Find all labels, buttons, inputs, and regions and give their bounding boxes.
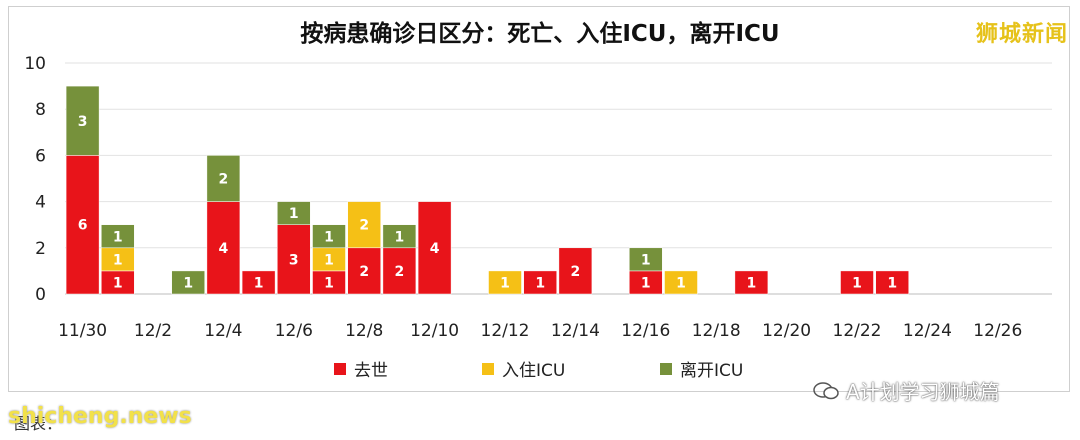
chart-title: 按病患确诊日区分：死亡、入住ICU，离开ICU [300, 21, 780, 47]
data-label: 1 [113, 229, 123, 245]
data-label: 1 [113, 275, 123, 291]
bar-segment [206, 155, 241, 202]
data-label: 1 [324, 229, 334, 245]
y-tick-label: 6 [35, 146, 46, 166]
legend-label-death: 去世 [354, 361, 388, 381]
wechat-icon [813, 381, 839, 399]
data-label: 1 [852, 275, 862, 291]
data-label: 1 [641, 252, 651, 268]
bar-segment [840, 270, 874, 295]
bar-segment [347, 201, 381, 249]
watermark-text: shicheng.news [8, 404, 192, 429]
data-label: 1 [641, 275, 651, 291]
data-label: 2 [359, 218, 369, 234]
x-tick-label: 12/6 [275, 321, 313, 341]
brand-logo-text: 狮城新闻 [975, 22, 1068, 47]
data-label: 2 [359, 264, 369, 280]
bar-segment [65, 85, 100, 156]
data-label: 4 [219, 241, 229, 257]
legend-item-death: 去世 [334, 356, 388, 381]
data-label: 1 [324, 275, 334, 291]
bar-segment [734, 270, 769, 295]
data-label: 4 [430, 241, 440, 257]
bar-segment [558, 247, 593, 295]
x-tick-label: 12/2 [134, 321, 172, 341]
x-tick-label: 11/30 [58, 321, 107, 341]
y-tick-label: 2 [35, 239, 46, 259]
data-label: 2 [219, 172, 229, 188]
x-tick-label: 12/20 [762, 321, 811, 341]
x-tick-label: 12/24 [903, 321, 952, 341]
legend-label-icu-in: 入住ICU [502, 361, 566, 381]
x-tick-label: 12/16 [621, 321, 670, 341]
wechat-account-label: A计划学习狮城篇 [812, 376, 1000, 405]
bar-segment [101, 224, 135, 249]
data-label: 1 [113, 252, 123, 268]
data-label: 1 [676, 275, 686, 291]
x-tick-label: 12/8 [345, 321, 383, 341]
legend-swatch-icu-in [482, 362, 494, 375]
data-label: 2 [395, 264, 405, 280]
chart-frame [8, 6, 1070, 392]
source-caption: 图表： [14, 414, 63, 433]
legend-item-icu-out: 离开ICU [660, 356, 743, 381]
bar-segment [488, 270, 522, 295]
x-tick-label: 12/26 [973, 321, 1022, 341]
bar-segment [241, 270, 276, 295]
data-label: 1 [747, 275, 757, 291]
chart-legend: 去世 入住ICU 离开ICU [0, 356, 1080, 381]
bar-segment [417, 201, 452, 295]
y-tick-label: 8 [35, 100, 46, 120]
data-label: 1 [500, 275, 510, 291]
data-label: 1 [254, 275, 264, 291]
data-label: 1 [535, 275, 545, 291]
bar-segment [875, 270, 909, 295]
y-tick-label: 4 [35, 193, 46, 213]
y-tick-label: 10 [24, 54, 46, 74]
data-label: 2 [571, 264, 581, 280]
data-label: 1 [183, 275, 193, 291]
data-label: 1 [887, 275, 897, 291]
x-tick-label: 12/10 [410, 321, 459, 341]
bar-segment [664, 270, 698, 295]
data-label: 1 [395, 229, 405, 245]
bar-segment [206, 201, 241, 295]
bar-segment [277, 201, 311, 225]
data-label: 3 [289, 252, 299, 268]
legend-swatch-death [334, 362, 346, 375]
legend-label-icu-out: 离开ICU [680, 361, 744, 381]
bar-segment [277, 224, 311, 295]
data-label: 1 [324, 252, 334, 268]
data-label: 1 [289, 206, 299, 222]
legend-item-icu-in: 入住ICU [482, 356, 565, 381]
x-tick-label: 12/14 [551, 321, 600, 341]
data-label: 6 [78, 218, 88, 234]
bar-segment [629, 247, 663, 272]
bar-segment [382, 247, 417, 295]
bar-segment [523, 270, 557, 295]
legend-swatch-icu-out [660, 362, 672, 375]
bar-segment [65, 155, 100, 295]
bar-segment [312, 224, 346, 249]
wechat-account-name: A计划学习狮城篇 [846, 380, 1000, 404]
x-tick-label: 12/4 [204, 321, 242, 341]
bar-segment [382, 224, 417, 249]
bar-segment [171, 270, 205, 295]
x-tick-label: 12/22 [833, 321, 882, 341]
y-tick-label: 0 [35, 285, 46, 305]
x-tick-label: 12/12 [481, 321, 530, 341]
x-tick-label: 12/18 [692, 321, 741, 341]
data-label: 3 [78, 114, 88, 130]
